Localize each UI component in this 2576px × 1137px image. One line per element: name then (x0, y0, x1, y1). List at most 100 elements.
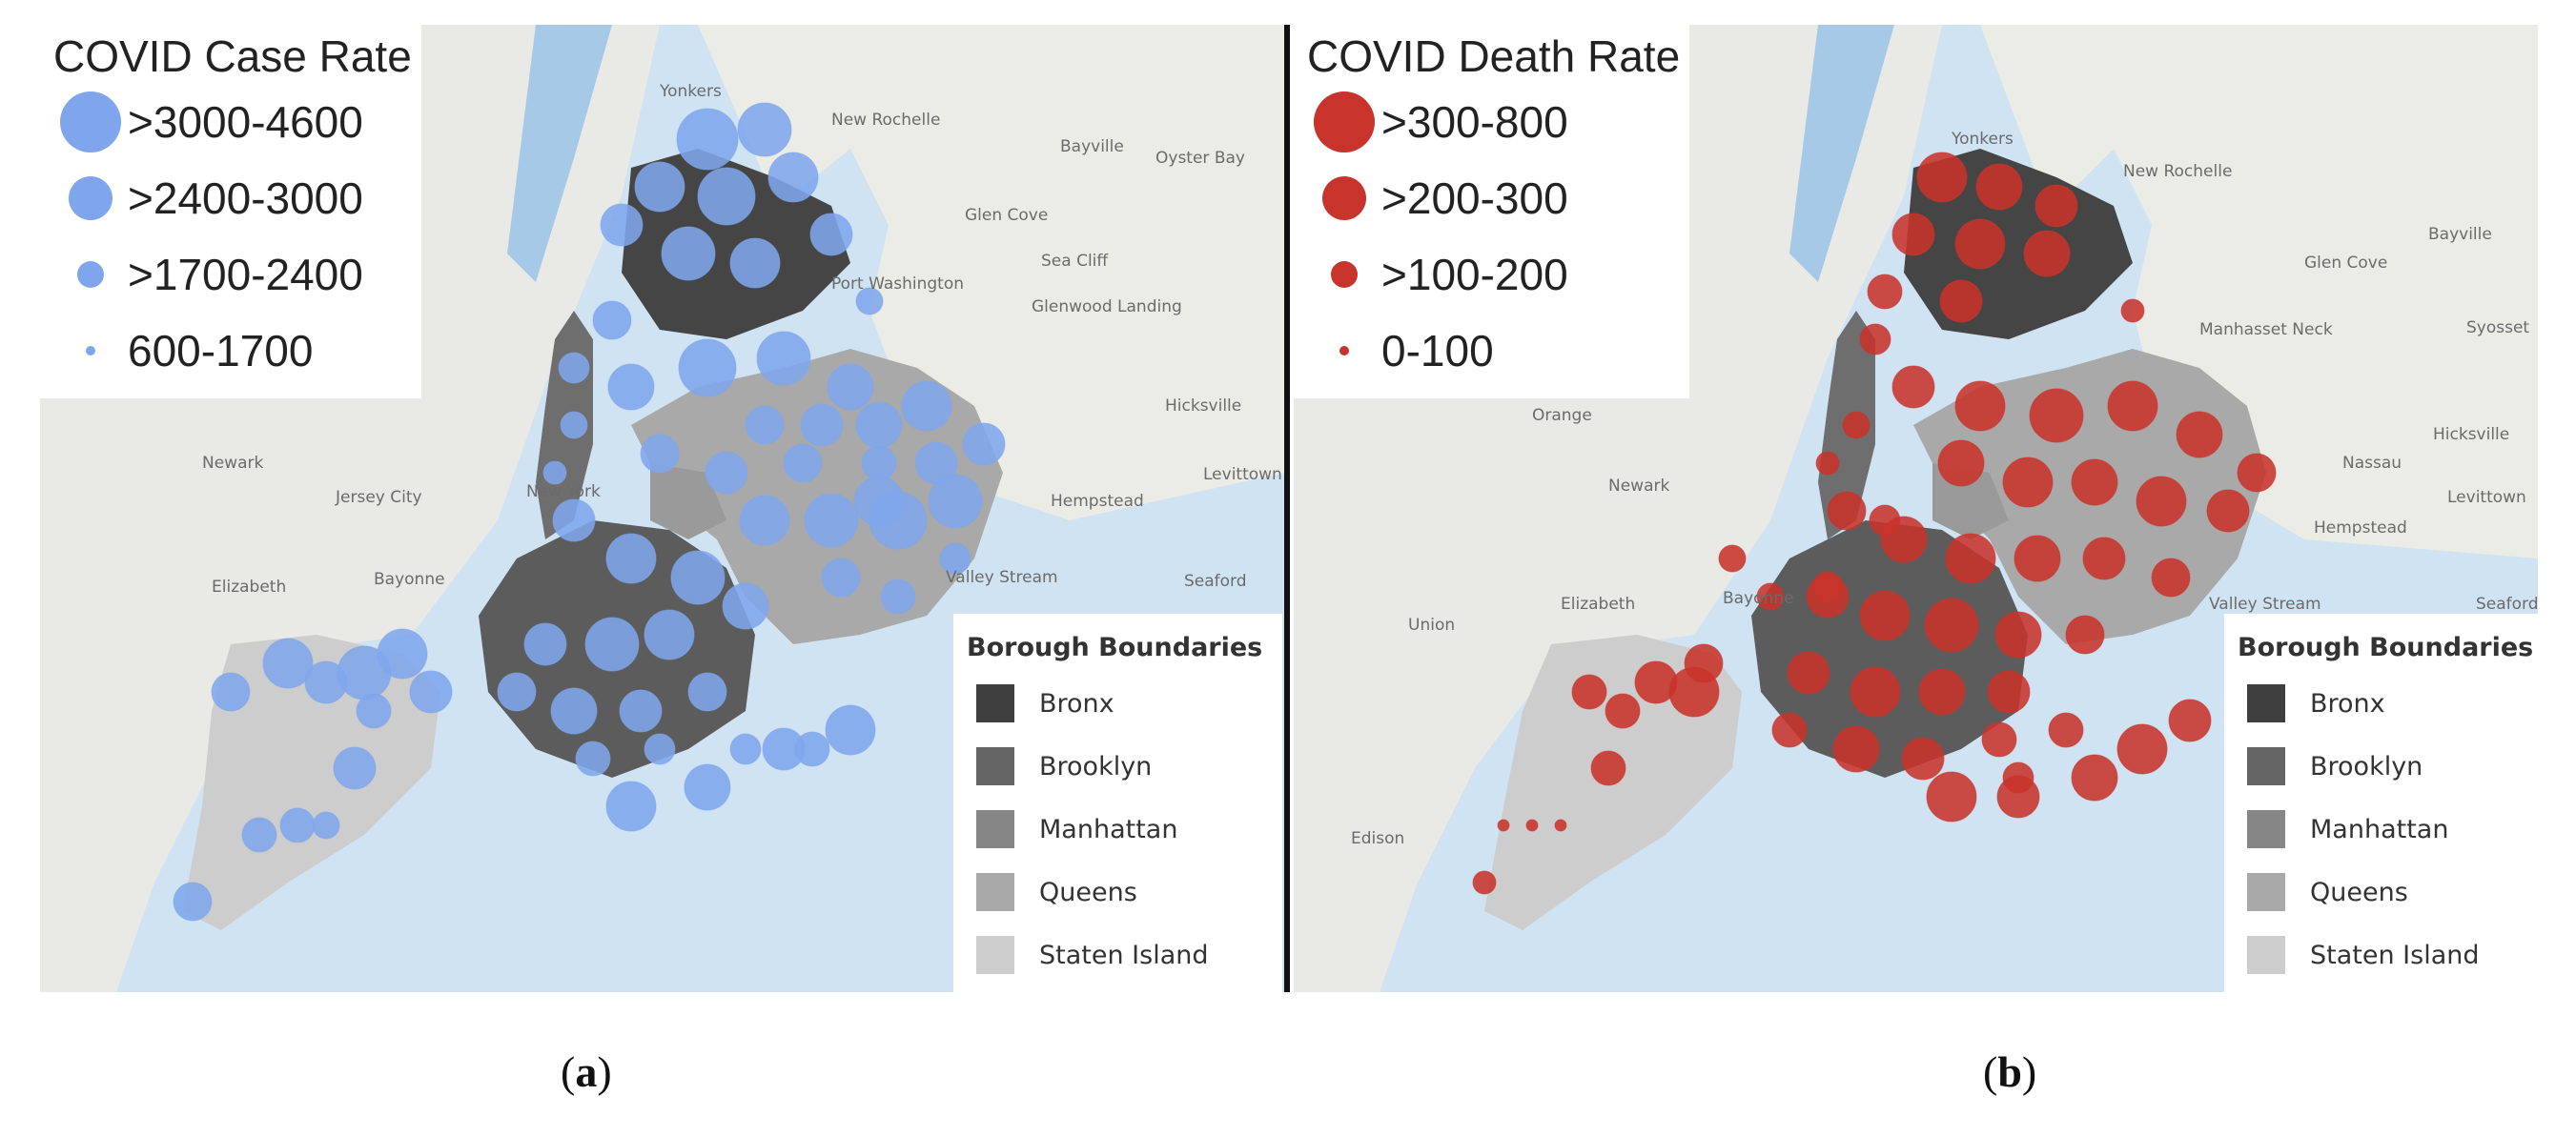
rate-circle (1497, 819, 1510, 832)
place-label: Bayville (2428, 225, 2492, 244)
rate-circle (737, 102, 792, 157)
rate-circle (607, 363, 655, 411)
rate-circle (1891, 365, 1935, 409)
caption-letter: b (1997, 1047, 2022, 1096)
borough-legend: Borough Boundaries Bronx Brooklyn Manhat… (953, 614, 1282, 992)
rate-circle (619, 689, 663, 733)
rate-circle (756, 331, 811, 386)
rate-circle (2071, 754, 2118, 802)
borough-legend-row: Staten Island (953, 924, 1282, 986)
rate-circle (1771, 712, 1808, 748)
rate-circle (804, 493, 859, 548)
rate-circle (2071, 458, 2118, 506)
rate-circle (1901, 737, 1945, 781)
rate-circle (2237, 453, 2277, 493)
rate-circle (729, 237, 781, 289)
rate-circle (1994, 611, 2042, 659)
place-label: Port Washington (831, 274, 965, 294)
borough-legend-row: Manhattan (953, 798, 1282, 861)
case-rate-map-panel: Yonkers New Rochelle Bayville Oyster Bay… (40, 25, 1284, 992)
place-label: New York (526, 482, 601, 501)
rate-circle (644, 609, 695, 660)
rate-circle (2176, 411, 2223, 458)
rate-circle (1924, 598, 1979, 653)
brooklyn-swatch (976, 747, 1014, 785)
rate-circle (901, 380, 952, 432)
place-label: Edison (1351, 829, 1405, 848)
place-label: Hicksville (2433, 425, 2510, 444)
rate-circle (705, 451, 748, 495)
case-rate-circles (173, 102, 1006, 922)
place-label: Bayville (1060, 137, 1124, 156)
legend-circle-small (77, 261, 104, 288)
rate-circle (2002, 457, 2054, 508)
rate-circle (861, 445, 897, 481)
borough-label: Manhattan (2310, 814, 2449, 844)
legend-label: 0-100 (1381, 326, 1494, 376)
rate-circle (605, 533, 657, 584)
rate-circle (1981, 721, 2017, 758)
panel-divider (1284, 25, 1290, 992)
rate-circle (1832, 725, 1880, 773)
rate-circle (1525, 819, 1539, 832)
rate-circle (1756, 582, 1785, 611)
legend-title: COVID Death Rate (1307, 31, 1681, 81)
rate-circle (914, 441, 958, 485)
place-label: Hempstead (2314, 518, 2407, 538)
borough-legend-row: Brooklyn (2224, 735, 2538, 798)
rate-circle (794, 731, 830, 767)
rate-circle (1926, 771, 1977, 822)
rate-circle (729, 733, 762, 765)
rate-circle (800, 403, 844, 447)
rate-circle (497, 672, 537, 712)
rate-circle (2014, 535, 2061, 582)
rate-circle (767, 152, 819, 203)
place-label: New Rochelle (831, 111, 941, 130)
caption-a: (a) (561, 1046, 612, 1097)
legend-row: 0-100 (1307, 313, 1680, 389)
borough-label: Staten Island (1039, 940, 1209, 970)
borough-label: Bronx (1039, 688, 1114, 719)
borough-label: Manhattan (1039, 814, 1178, 844)
legend-label: >300-800 (1381, 97, 1568, 147)
rate-circle (1918, 668, 1966, 716)
borough-label: Bronx (2310, 688, 2385, 719)
legend-row: >3000-4600 (53, 84, 412, 160)
rate-circle (1811, 571, 1844, 603)
place-label: Elizabeth (212, 578, 287, 597)
borough-label: Brooklyn (2310, 751, 2423, 782)
caption-letter: a (575, 1047, 598, 1096)
rate-circle (1916, 152, 1968, 203)
place-label: New Rochelle (2123, 162, 2233, 181)
rate-circle (928, 474, 983, 529)
borough-label: Queens (1039, 877, 1137, 907)
bronx-swatch (2247, 684, 2285, 722)
place-label: Jersey City (336, 488, 422, 507)
rate-circle (2034, 184, 2078, 228)
borough-legend-row: Bronx (953, 672, 1282, 735)
place-label: Glen Cove (965, 206, 1049, 225)
death-rate-map-panel: Yonkers New Rochelle Bayville Glen Cove … (1294, 25, 2538, 992)
rate-circle (2168, 699, 2212, 742)
rate-circle (2151, 558, 2191, 598)
rate-circle (584, 617, 640, 672)
legend-circle-tiny (1339, 346, 1349, 355)
place-label: Union (1408, 616, 1456, 635)
rate-circle (739, 495, 790, 546)
rate-circle (1869, 504, 1901, 537)
rate-circle (550, 687, 598, 735)
caption-close-paren: ) (2021, 1047, 2037, 1096)
rate-circle (678, 338, 737, 397)
death-rate-circles (1472, 152, 2277, 895)
place-label: Nassau (2342, 454, 2402, 473)
rate-circle (1954, 218, 2006, 270)
caption-open-paren: ( (561, 1047, 576, 1096)
rate-circle (821, 558, 861, 598)
legend-row: >1700-2400 (53, 236, 412, 313)
legend-label: >3000-4600 (128, 97, 363, 147)
rate-circle (241, 817, 277, 853)
rate-circle (1954, 380, 2006, 432)
rate-circle (855, 287, 884, 315)
legend-label: >100-200 (1381, 250, 1568, 299)
place-label: Newark (1608, 477, 1670, 496)
